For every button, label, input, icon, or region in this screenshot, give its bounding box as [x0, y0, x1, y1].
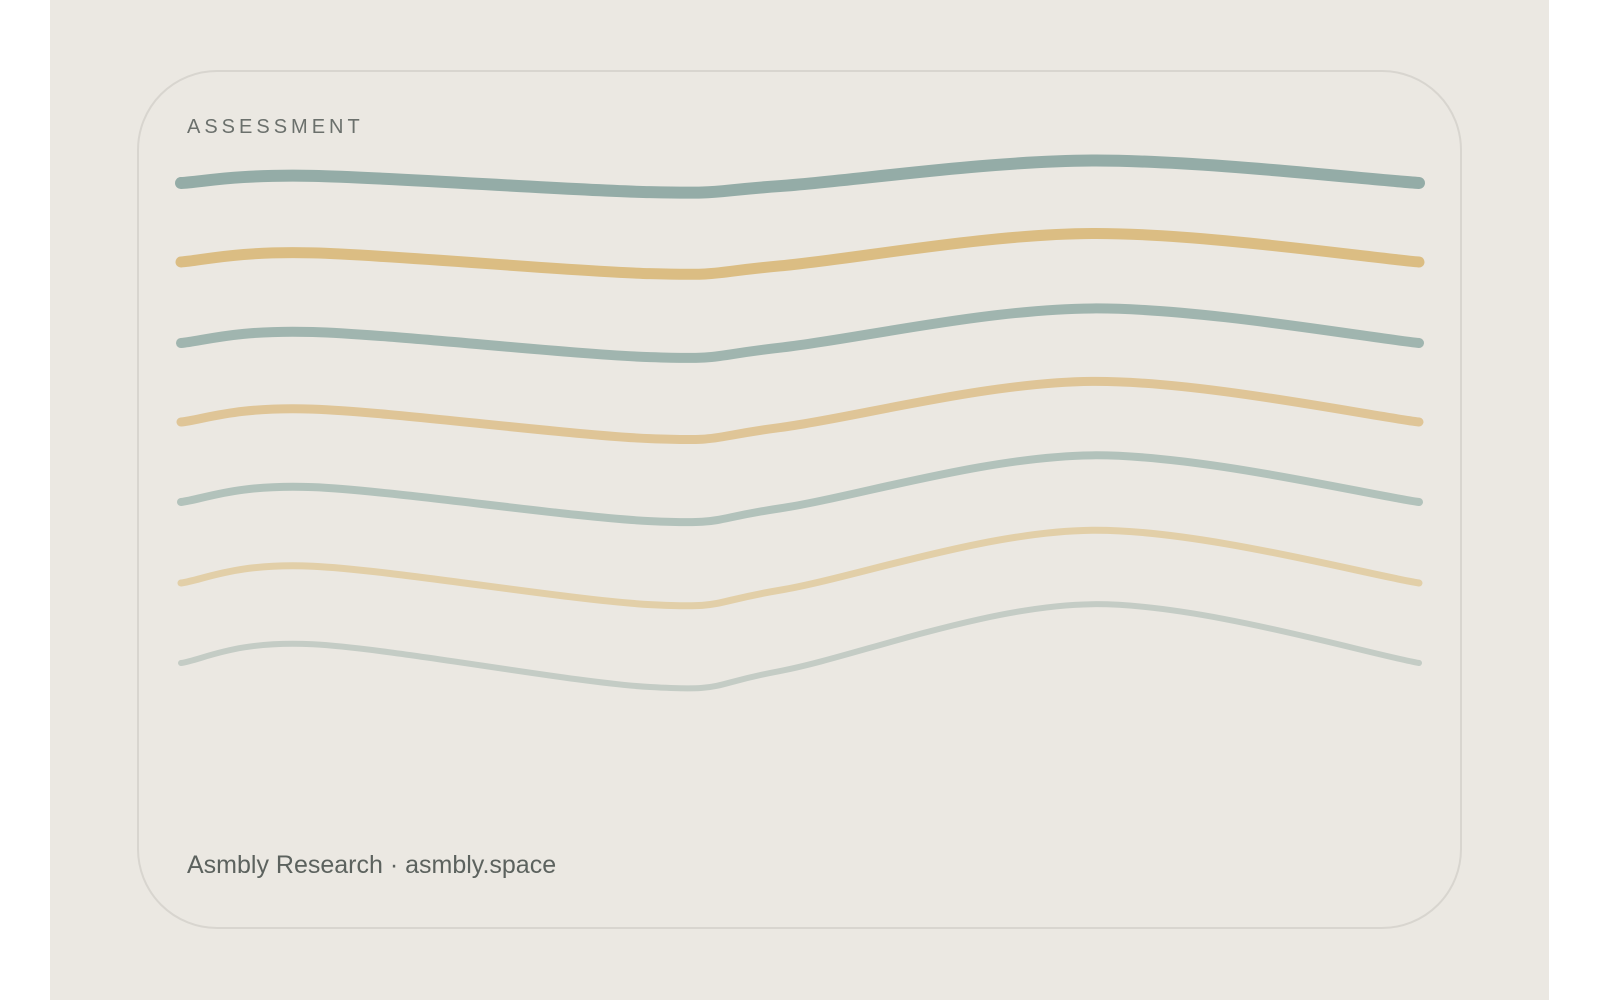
section-label: ASSESSMENT	[187, 116, 364, 138]
wave-line	[178, 601, 1422, 692]
footer-credit: Asmbly Research · asmbly.space	[187, 851, 557, 879]
wave-line	[177, 451, 1423, 527]
wave-line	[177, 526, 1423, 610]
wave-line	[175, 154, 1425, 199]
wave-line	[176, 303, 1424, 363]
wave-line	[175, 227, 1425, 280]
wave-line	[176, 376, 1424, 445]
card	[137, 70, 1462, 929]
